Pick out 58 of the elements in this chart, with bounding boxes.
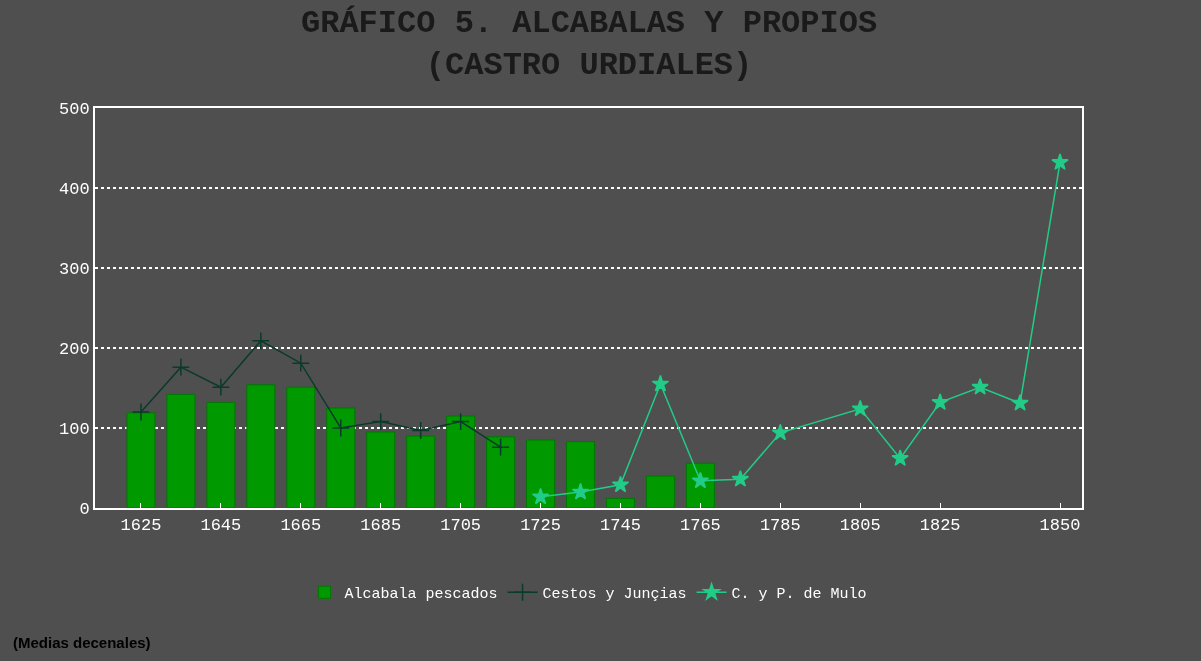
bar [286, 386, 316, 508]
point [1051, 153, 1069, 170]
point [451, 412, 470, 431]
x-tick-label: 1705 [440, 516, 482, 536]
y-tick-label: 200 [58, 339, 90, 359]
bar [526, 439, 556, 508]
y-tick-label: 100 [58, 419, 90, 439]
x-tick-label: 1645 [200, 516, 242, 536]
bar [326, 407, 356, 508]
y-tick-label: 500 [58, 99, 90, 119]
point [291, 354, 310, 373]
bar [645, 475, 675, 508]
legend-label: C. y P. de Mulo [731, 586, 867, 604]
point [771, 423, 790, 441]
y-tick-label: 300 [58, 259, 90, 279]
text: (Medias decenales) [13, 634, 151, 651]
point [891, 449, 909, 466]
point [411, 421, 430, 440]
bar [246, 384, 276, 508]
point [131, 402, 151, 422]
x-tick-label: 1850 [1039, 516, 1081, 536]
bar [126, 412, 156, 508]
point [491, 438, 510, 457]
point [331, 418, 350, 438]
point [171, 358, 191, 377]
bar [206, 401, 236, 508]
point [931, 393, 949, 410]
x-tick-label: 1825 [919, 516, 961, 536]
point [851, 399, 869, 417]
point [571, 482, 590, 500]
point [211, 378, 231, 397]
point [651, 374, 670, 392]
x-tick-label: 1805 [839, 516, 881, 536]
x-tick-label: 1665 [280, 516, 322, 536]
y-tick-label: 0 [79, 499, 90, 519]
point [611, 475, 630, 493]
legend-label: Alcabala pescados [344, 586, 498, 604]
x-tick-label: 1765 [679, 516, 721, 536]
x-tick-label: 1745 [600, 516, 641, 536]
point [731, 470, 750, 487]
x-tick-label: 1725 [520, 516, 561, 536]
bar [166, 393, 196, 508]
x-tick-label: 1685 [360, 516, 402, 536]
bar [566, 441, 595, 508]
point [531, 487, 550, 505]
bar [366, 431, 396, 508]
bar [446, 415, 476, 508]
bar [605, 497, 635, 508]
y-tick-label: 400 [58, 179, 90, 199]
x-tick-label: 1785 [759, 516, 801, 536]
point [251, 331, 270, 350]
point [971, 378, 989, 395]
point [1011, 394, 1029, 411]
bar [486, 436, 516, 508]
legend-label: Cestos y Junçias [542, 586, 687, 604]
x-tick-label: 1625 [120, 516, 162, 536]
point [371, 412, 390, 431]
bar [406, 435, 436, 508]
